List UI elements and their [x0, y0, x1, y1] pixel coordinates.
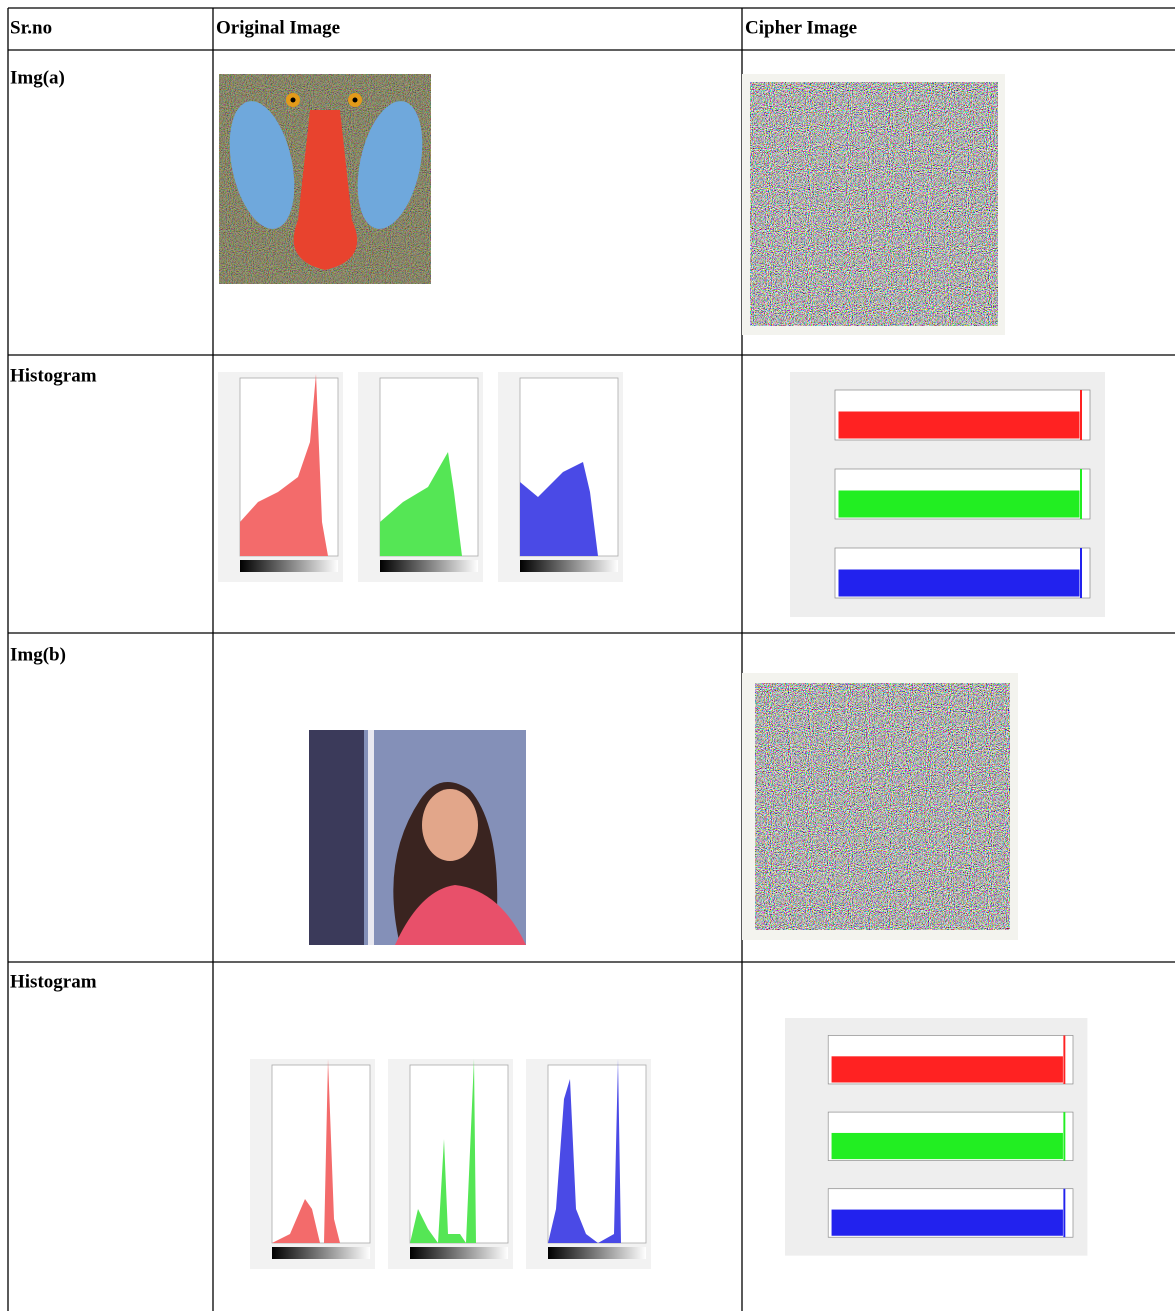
document-table: Sr.no Original Image Cipher Image Img(a)… — [0, 0, 1175, 1311]
cipher-histogram-a — [790, 372, 1105, 617]
original-histogram-b — [250, 1059, 651, 1269]
cipher-histogram-b — [785, 1018, 1087, 1256]
row-label: Histogram — [10, 365, 97, 386]
original-image-b — [309, 730, 526, 945]
header-cell: Original Image — [216, 17, 340, 38]
row-label: Img(a) — [10, 67, 65, 88]
cipher-image-b — [742, 673, 1018, 940]
original-histogram-a — [218, 372, 623, 582]
row-label: Histogram — [10, 971, 97, 992]
page: Sr.no Original Image Cipher Image Img(a)… — [0, 0, 1175, 1311]
header-cell: Cipher Image — [745, 17, 857, 38]
original-image-a — [219, 74, 433, 284]
cipher-image-a — [742, 74, 1005, 335]
header-cell: Sr.no — [10, 17, 52, 38]
row-label: Img(b) — [10, 644, 66, 665]
